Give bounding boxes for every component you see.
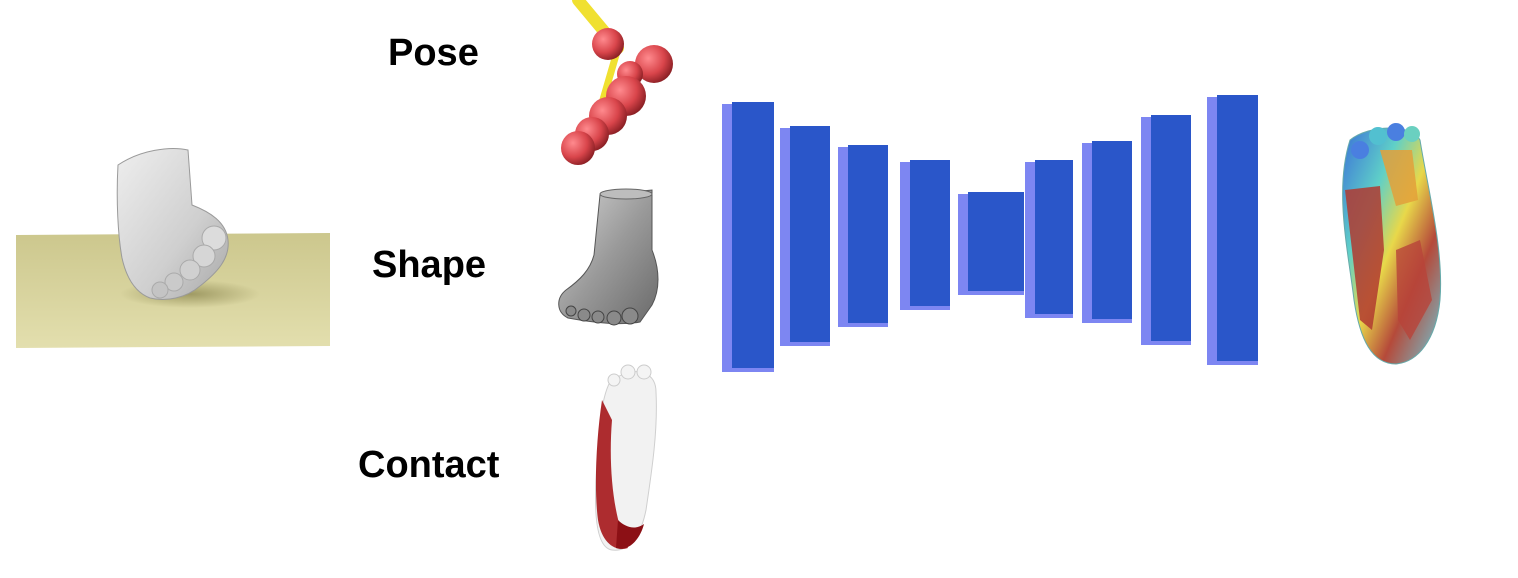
pressure-heatmap-foot-icon	[1342, 123, 1442, 365]
network-layer-block	[780, 126, 830, 346]
network-layer-block	[1082, 141, 1132, 323]
shape-label: Shape	[372, 244, 487, 286]
network-layer-block	[838, 145, 888, 327]
gray-foot-mesh-icon	[558, 188, 659, 326]
contact-label: Contact	[358, 444, 500, 486]
encoder-decoder-network	[722, 95, 1258, 372]
foot-render-icon	[116, 148, 229, 300]
contact-map-foot-icon	[595, 364, 657, 551]
pose-label: Pose	[388, 32, 479, 74]
network-layer-block	[900, 160, 950, 310]
skeleton-joints-icon	[561, 0, 673, 165]
network-layer-block	[958, 192, 1024, 295]
network-layer-block	[1025, 160, 1073, 318]
network-layer-block	[1141, 115, 1191, 345]
network-layer-block	[722, 102, 774, 372]
network-layer-block	[1207, 95, 1258, 365]
